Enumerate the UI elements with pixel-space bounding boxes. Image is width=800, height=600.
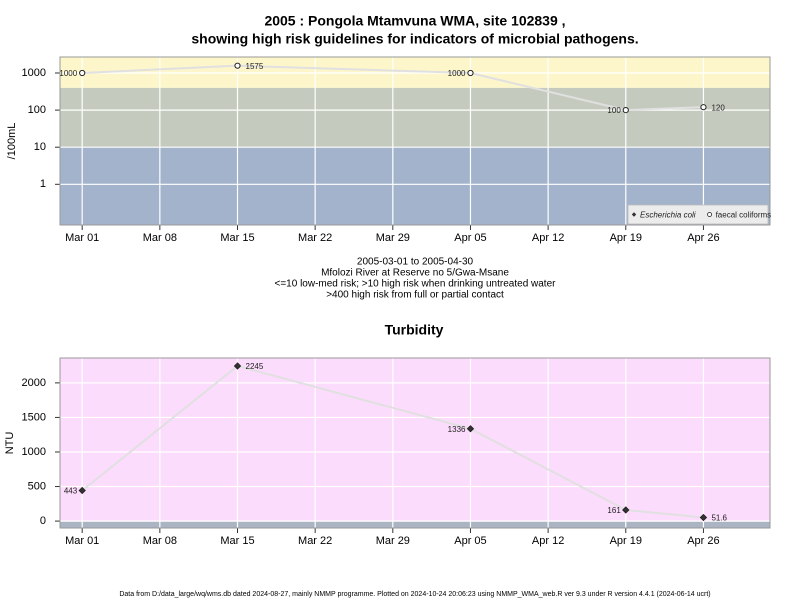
caption: <=10 low-med risk; >10 high risk when dr…	[275, 279, 557, 290]
x-tick-label: Apr 12	[532, 535, 564, 547]
caption: 2005-03-01 to 2005-04-30	[357, 257, 474, 268]
data-point	[622, 107, 629, 114]
y-tick-label: 100	[28, 104, 46, 116]
x-tick-label: Mar 15	[220, 232, 254, 244]
x-tick-label: Apr 12	[532, 232, 564, 244]
data-label: 1000	[448, 69, 466, 78]
x-tick-label: Apr 05	[454, 535, 486, 547]
data-point	[467, 69, 474, 77]
x-tick-label: Mar 08	[143, 232, 177, 244]
x-tick-label: Mar 01	[65, 535, 99, 547]
legend-label: Escherichia coli	[640, 211, 696, 220]
legend-box	[627, 204, 769, 225]
data-label: 161	[607, 506, 621, 515]
data-label: 1000	[59, 69, 77, 78]
risk-band	[60, 358, 770, 522]
x-tick-label: Mar 01	[65, 232, 99, 244]
caption: Mfolozi River at Reserve no 5/Gwa-Msane	[321, 268, 509, 279]
x-tick-label: Apr 05	[454, 232, 486, 244]
data-point	[233, 362, 242, 370]
x-tick-label: Mar 22	[298, 232, 332, 244]
y-tick-label: 2000	[22, 377, 46, 389]
x-tick-label: Apr 26	[687, 232, 719, 244]
x-tick-label: Mar 08	[143, 535, 177, 547]
data-point	[78, 486, 86, 495]
y-tick-label: 1	[40, 178, 46, 190]
legend-symbol	[707, 212, 712, 217]
data-label: 51.6	[711, 514, 727, 523]
data-point	[79, 69, 86, 77]
data-point	[622, 506, 630, 514]
data-point	[466, 425, 475, 433]
data-label: 1575	[246, 62, 264, 71]
plot-frame	[59, 56, 771, 226]
y-tick-label: 1500	[22, 411, 46, 423]
data-point	[699, 513, 708, 522]
data-label: 443	[64, 487, 78, 496]
chart-title: 2005 : Pongola Mtamvuna WMA, site 102839…	[264, 13, 565, 29]
chart-title: showing high risk guidelines for indicat…	[191, 31, 638, 47]
y-tick-label: 1000	[22, 446, 46, 458]
x-tick-label: Mar 29	[376, 535, 410, 547]
caption: >400 high risk from full or partial cont…	[326, 290, 504, 301]
y-tick-label: 0	[40, 515, 46, 527]
x-tick-label: Apr 26	[687, 535, 719, 547]
risk-band	[60, 87, 770, 148]
y-tick-label: 1000	[22, 67, 46, 79]
x-tick-label: Apr 19	[610, 535, 642, 547]
x-tick-label: Mar 15	[220, 535, 254, 547]
x-tick-label: Mar 29	[376, 232, 410, 244]
y-axis-label: NTU	[4, 432, 16, 455]
data-label: 1336	[448, 425, 466, 434]
legend-label: faecal coliforms	[716, 211, 772, 220]
legend-symbol	[631, 212, 637, 217]
data-label: 2245	[246, 362, 264, 371]
data-point	[234, 62, 241, 69]
risk-band	[60, 57, 770, 88]
x-tick-label: Mar 22	[298, 535, 332, 547]
chart-title: Turbidity	[385, 322, 444, 338]
plot-frame	[59, 357, 771, 529]
y-tick-label: 500	[28, 480, 46, 492]
risk-band	[60, 521, 770, 528]
data-label: 100	[607, 106, 621, 115]
y-tick-label: 10	[34, 141, 46, 153]
y-axis-label: /100mL	[6, 123, 18, 160]
x-tick-label: Apr 19	[610, 232, 642, 244]
footer: Data from D:/data_large/wq/wms.db dated …	[119, 591, 710, 598]
data-label: 120	[711, 103, 725, 112]
data-point	[700, 104, 707, 111]
